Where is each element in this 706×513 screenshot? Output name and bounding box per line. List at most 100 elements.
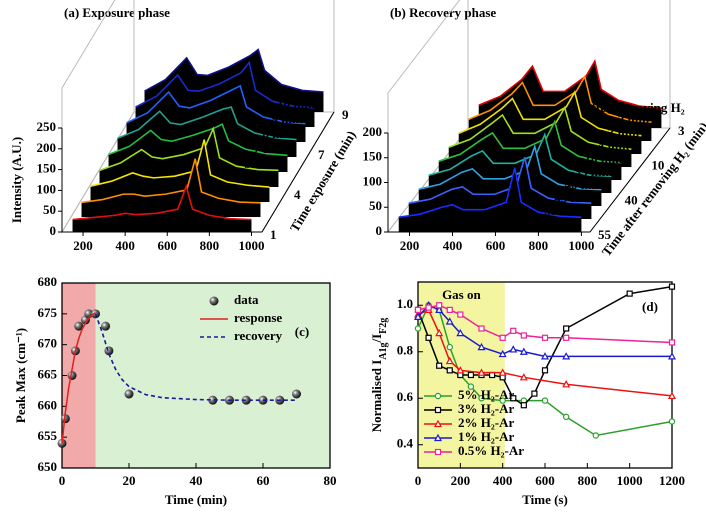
data-point	[446, 343, 453, 351]
spectrum	[81, 158, 261, 204]
spectrum	[398, 167, 582, 218]
spectrum	[458, 90, 642, 137]
x-axis-label: Time (min)	[165, 492, 227, 507]
data-point	[520, 402, 527, 409]
legend-label: response	[234, 310, 282, 325]
y-tick-label: 660	[38, 397, 58, 412]
data-point	[668, 418, 676, 425]
y-tick-label: 200	[363, 124, 383, 139]
y-tick-label: 0	[50, 223, 57, 238]
data-point	[519, 373, 528, 381]
legend-label: recovery	[234, 328, 283, 343]
spectrum	[72, 183, 252, 221]
x-tick-label: 0	[415, 473, 422, 488]
series-label: 9 min	[271, 111, 303, 126]
series-line	[417, 308, 673, 397]
data-point	[562, 413, 570, 421]
depth-tick-label: 3	[678, 123, 685, 138]
y-axis-label-part: F2g	[378, 318, 389, 334]
depth-tick-label: 10	[651, 158, 664, 173]
depth-tick-label: 55	[598, 227, 612, 242]
data-point	[445, 356, 454, 365]
data-point	[436, 302, 443, 309]
legend-marker	[433, 419, 443, 428]
depth-tick-label: 4	[294, 187, 301, 202]
y-tick-label: 650	[38, 459, 58, 474]
data-point	[541, 334, 549, 341]
y-tick-label: 0.4	[397, 436, 414, 451]
x-tick-label: 40	[190, 473, 203, 488]
y-tick-label: 50	[369, 198, 382, 213]
data-point	[124, 389, 134, 399]
depth-axis-label: Time exposure (min)	[287, 128, 359, 234]
curve-fill	[72, 186, 252, 232]
curve-fill	[99, 128, 279, 187]
x-tick-label: 400	[443, 238, 463, 253]
data-point	[467, 371, 475, 379]
data-point	[292, 389, 301, 399]
spectrum	[135, 60, 315, 109]
x-tick-label: 600	[535, 473, 555, 488]
x-tick-label: 60	[257, 473, 270, 488]
data-point	[498, 368, 507, 376]
legend-label: 2% H₂-Ar	[458, 415, 514, 430]
data-point	[101, 321, 111, 331]
data-point	[208, 395, 218, 405]
data-point	[241, 395, 251, 405]
y-tick-label: 100	[363, 173, 383, 188]
y-tick-label: 50	[43, 202, 56, 217]
series-label: at ambient	[459, 216, 519, 231]
x-tick-label: 1000	[617, 473, 643, 488]
y-tick-label: 0.8	[397, 343, 414, 358]
legend-label: 5% H₂-Ar	[458, 387, 514, 402]
legend-label: 0.5% H₂-Ar	[458, 443, 524, 458]
spectrum	[108, 123, 288, 157]
x-tick-label: 0	[59, 473, 66, 488]
data-point	[435, 305, 444, 313]
x-tick-label: 20	[123, 473, 136, 488]
curve-fill	[90, 139, 270, 202]
legend-marker	[434, 448, 442, 456]
data-point	[667, 391, 677, 400]
data-point	[435, 328, 444, 337]
series-label: 8 min	[262, 126, 294, 141]
x-tick-label: 1000	[568, 238, 594, 253]
series-label: 3 min	[608, 125, 640, 140]
panel-label: (d)	[642, 299, 658, 314]
spectrum	[448, 105, 632, 150]
series-label: 3 min	[226, 186, 258, 201]
y-tick-label: 665	[38, 366, 58, 381]
panel-label: (c)	[295, 324, 309, 339]
data-point	[592, 432, 600, 439]
x-tick-label: 400	[115, 238, 135, 253]
series-label: 55 min	[545, 203, 584, 218]
data-point	[425, 334, 432, 341]
x-tick-label: 800	[529, 238, 549, 253]
data-point	[541, 397, 549, 404]
y-axis-label: Normalised IA1g/IF2g	[369, 318, 389, 433]
y-axis-label-part: /I	[369, 334, 384, 344]
x-tick-label: 80	[324, 473, 337, 488]
x-tick-label: 1200	[659, 473, 685, 488]
legend-marker	[434, 406, 442, 414]
curve-fill	[398, 167, 582, 232]
depth-axis	[589, 127, 671, 233]
data-point	[478, 325, 485, 332]
depth-tick-label: 40	[625, 192, 638, 207]
spectrum	[99, 126, 279, 172]
data-point	[499, 397, 506, 404]
data-point	[510, 327, 517, 334]
legend-marker	[209, 296, 219, 306]
curve-fill	[408, 157, 592, 219]
x-axis-label: Time (s)	[522, 492, 568, 507]
series-label: 1 min	[217, 201, 249, 216]
y-tick-label: 655	[38, 428, 58, 443]
curve-fill	[81, 158, 261, 217]
spectrum	[90, 139, 270, 188]
y-tick-label: 150	[363, 149, 383, 164]
annotation: After removing H₂	[582, 100, 684, 115]
depth-tick-label: 9	[342, 107, 349, 122]
series-line	[417, 285, 673, 407]
series-label: before H₂ exposure	[109, 216, 214, 231]
series-label: 35 min	[575, 164, 614, 179]
